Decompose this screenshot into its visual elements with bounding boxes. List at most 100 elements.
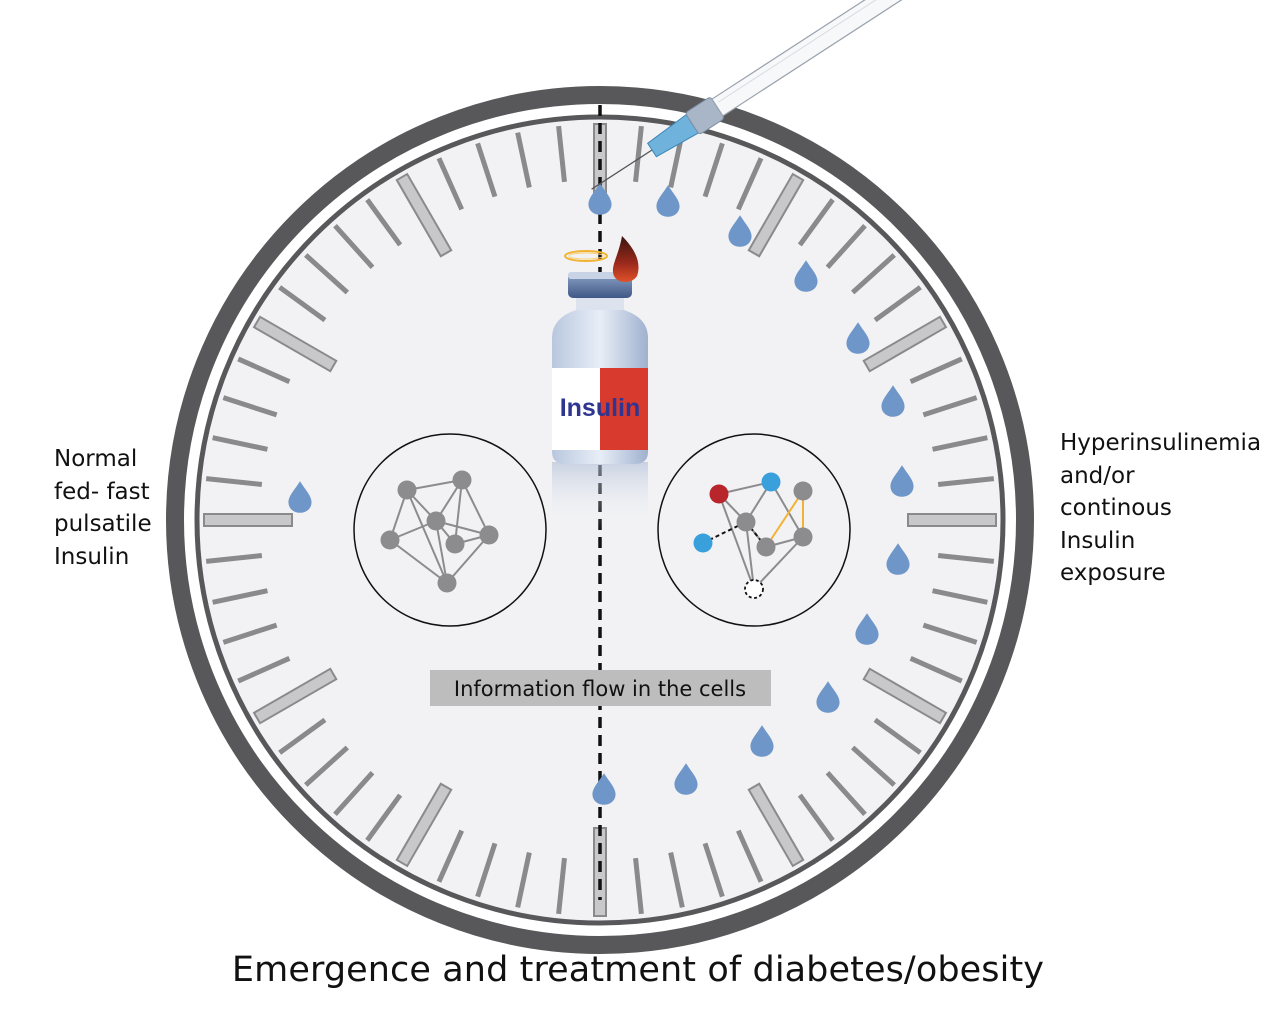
minute-tick — [937, 476, 995, 487]
minute-tick — [212, 588, 268, 605]
minute-tick-mark — [736, 829, 764, 883]
minute-tick — [212, 435, 268, 452]
minute-tick-mark — [932, 435, 988, 452]
network-node-blue — [761, 472, 781, 492]
flame-icon — [612, 236, 639, 282]
hour-tick — [252, 667, 338, 725]
minute-tick-mark — [304, 253, 350, 295]
minute-tick-mark — [278, 717, 327, 755]
cell-circle-right — [657, 433, 851, 627]
minute-tick — [436, 829, 464, 883]
insulin-drop-icon — [881, 385, 905, 417]
minute-tick-mark — [937, 476, 995, 487]
minute-tick — [222, 395, 278, 418]
vial-reflection — [552, 462, 648, 532]
insulin-drop-icon — [890, 465, 914, 497]
insulin-drop-icon — [855, 613, 879, 645]
syringe-barrel — [711, 0, 1026, 117]
minute-tick-mark — [797, 793, 835, 842]
minute-tick — [237, 356, 291, 384]
minute-tick-mark — [736, 157, 764, 211]
minute-tick — [932, 435, 988, 452]
vial-label-red — [600, 368, 648, 450]
hour-tick — [747, 782, 805, 868]
minute-tick — [797, 198, 835, 247]
minute-tick — [909, 356, 963, 384]
hour-tick-mark — [203, 513, 293, 527]
left-label-line: Normal — [54, 446, 138, 472]
network-node — [445, 534, 465, 554]
minute-tick — [205, 476, 263, 487]
right-label-line: continous — [1060, 495, 1172, 521]
left-label-line: pulsatile — [54, 511, 152, 537]
minute-tick-mark — [873, 717, 922, 755]
network-edge — [745, 521, 755, 590]
minute-tick — [333, 770, 375, 816]
network-edge — [406, 489, 448, 584]
minute-tick — [278, 717, 327, 755]
minute-tick — [909, 656, 963, 684]
network-node — [380, 530, 400, 550]
minute-tick — [515, 852, 532, 908]
network-edge — [435, 520, 448, 584]
minute-tick-mark — [825, 770, 867, 816]
hour-tick-mark — [252, 315, 338, 373]
right-label-line: exposure — [1060, 560, 1166, 586]
minute-tick — [668, 852, 685, 908]
info-flow-banner: Information flow in the cells — [430, 670, 771, 706]
hour-tick-mark — [395, 172, 453, 258]
network-edge — [461, 479, 490, 536]
minute-tick-mark — [333, 224, 375, 270]
network-edge — [446, 534, 490, 584]
network-edge — [454, 479, 463, 545]
minute-tick-mark — [633, 857, 644, 915]
minute-tick-mark — [937, 553, 995, 564]
minute-tick — [736, 829, 764, 883]
minute-tick — [633, 125, 644, 183]
minute-tick-mark — [304, 745, 350, 787]
minute-tick — [278, 285, 327, 323]
hour-tick — [862, 315, 948, 373]
insulin-drop-icon — [846, 322, 870, 354]
minute-tick — [475, 142, 498, 198]
hour-tick-mark — [747, 172, 805, 258]
hour-tick — [252, 315, 338, 373]
insulin-drop-icon — [728, 215, 752, 247]
network-node — [437, 573, 457, 593]
minute-tick — [633, 857, 644, 915]
minute-tick-mark — [702, 842, 725, 898]
insulin-drop-icon — [656, 185, 680, 217]
minute-tick-mark — [932, 588, 988, 605]
minute-tick-mark — [850, 745, 896, 787]
minute-tick — [333, 224, 375, 270]
hour-tick — [203, 513, 293, 527]
cell-network-normal — [353, 433, 547, 627]
minute-tick-mark — [365, 793, 403, 842]
minute-tick-mark — [205, 553, 263, 564]
minute-tick — [702, 142, 725, 198]
vial-neck — [576, 298, 624, 310]
minute-tick-mark — [515, 852, 532, 908]
network-node — [793, 481, 813, 501]
hour-tick — [395, 172, 453, 258]
network-node-blue — [693, 533, 713, 553]
figure-title: Emergence and treatment of diabetes/obes… — [231, 950, 1045, 990]
right-label-line: Insulin — [1060, 527, 1136, 554]
minute-tick-mark — [797, 198, 835, 247]
minute-tick — [937, 553, 995, 564]
hyperinsulinemia-label: Hyperinsulinemia and/or continous Insuli… — [1060, 427, 1261, 590]
hour-tick-mark — [395, 782, 453, 868]
insulin-drop-icon — [288, 481, 312, 513]
network-edge — [718, 493, 755, 590]
minute-tick — [850, 745, 896, 787]
minute-tick-mark — [668, 852, 685, 908]
normal-insulin-label: Normal fed- fast pulsatile Insulin — [54, 443, 152, 573]
hour-tick-mark — [862, 315, 948, 373]
hour-tick-mark — [252, 667, 338, 725]
cell-circle-left — [353, 433, 547, 627]
network-node — [479, 525, 499, 545]
minute-tick — [556, 125, 567, 183]
network-node — [736, 512, 756, 532]
minute-tick — [304, 253, 350, 295]
